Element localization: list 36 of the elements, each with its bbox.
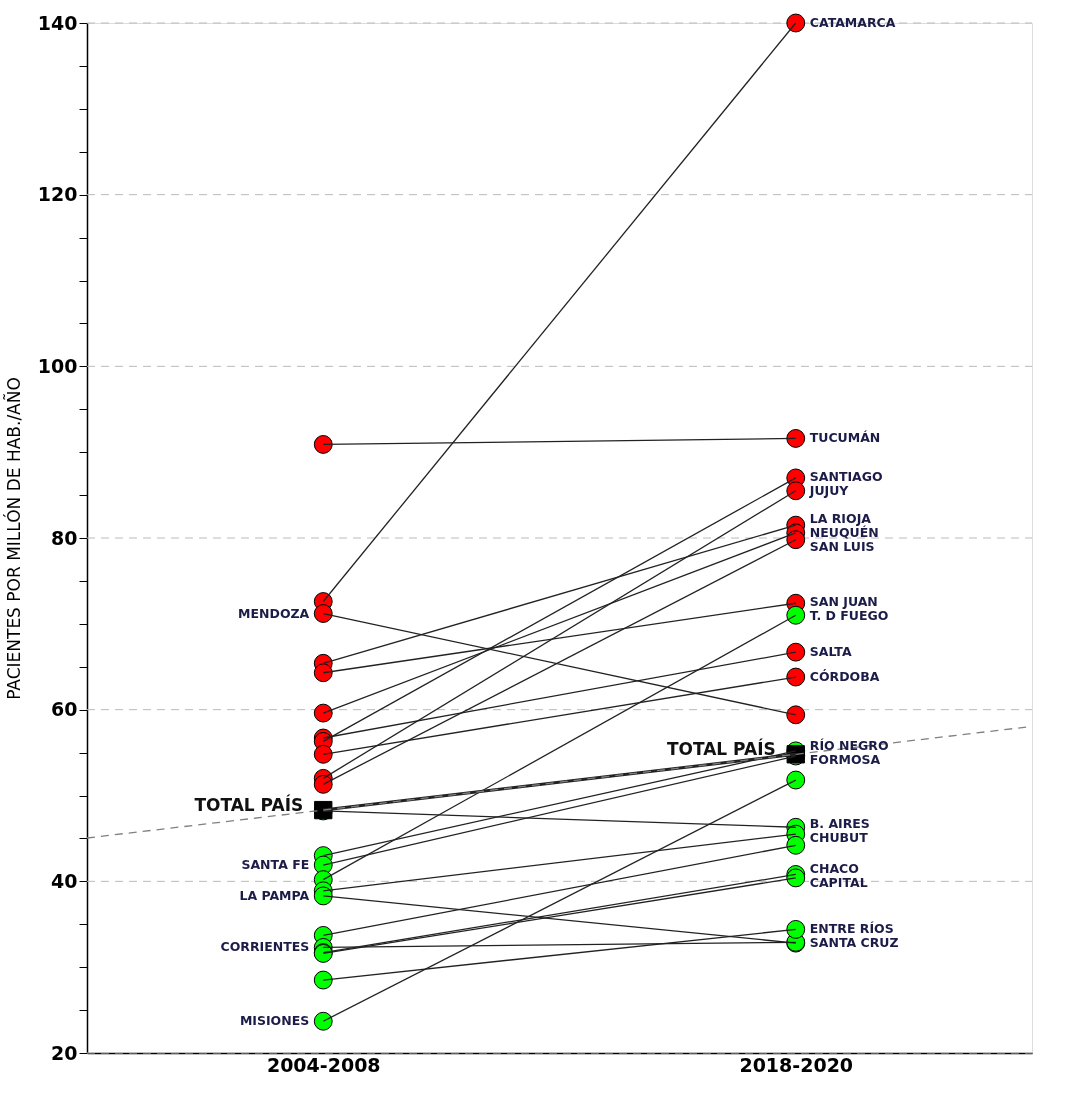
annotation: SANTA FE bbox=[241, 857, 310, 873]
annotation: CORRIENTES bbox=[220, 939, 310, 955]
annotation: LA PAMPA bbox=[239, 887, 310, 903]
annotation: LA RIOJA bbox=[809, 510, 872, 526]
y-tick-label: 40 bbox=[51, 869, 78, 892]
annotation: SAN LUIS bbox=[809, 538, 875, 554]
annotation: RÍO NEGRO bbox=[809, 738, 889, 754]
annotation: TOTAL PAÍS bbox=[194, 794, 304, 816]
annotation: CATAMARCA bbox=[809, 15, 896, 30]
y-tick-label: 20 bbox=[51, 1041, 78, 1064]
y-tick-label: 80 bbox=[51, 526, 78, 549]
y-axis-title: PACIENTES POR MILLÓN DE HAB./AÑO bbox=[2, 377, 24, 700]
annotation: CÓRDOBA bbox=[809, 669, 880, 685]
annotation: CHUBUT bbox=[809, 829, 869, 845]
y-tick-label: 100 bbox=[37, 354, 78, 377]
annotation: CAPITAL bbox=[809, 875, 868, 891]
annotation: TUCUMÁN bbox=[809, 430, 881, 446]
annotation: MENDOZA bbox=[238, 605, 310, 621]
annotation: JUJUY bbox=[808, 483, 850, 499]
annotation: B. AIRES bbox=[809, 815, 870, 831]
annotation: SANTA CRUZ bbox=[809, 935, 899, 951]
annotation: SANTIAGO bbox=[809, 469, 883, 485]
annotation: T. D FUEGO bbox=[809, 608, 889, 624]
annotation: MISIONES bbox=[239, 1013, 310, 1029]
x-tick-label: 2004-2008 bbox=[266, 1053, 381, 1076]
annotation: ENTRE RÍOS bbox=[809, 921, 894, 937]
annotation: CHACO bbox=[809, 861, 859, 877]
y-tick-label: 140 bbox=[37, 11, 78, 34]
annotation: NEUQUÉN bbox=[809, 524, 879, 540]
annotation: SALTA bbox=[809, 644, 852, 660]
y-tick-label: 120 bbox=[37, 183, 78, 206]
annotation: FORMOSA bbox=[809, 752, 881, 768]
y-tick-label: 60 bbox=[51, 698, 78, 721]
annotation: TOTAL PAÍS bbox=[666, 738, 776, 760]
annotation: SAN JUAN bbox=[809, 594, 878, 610]
x-tick-label: 2018-2020 bbox=[739, 1053, 854, 1076]
